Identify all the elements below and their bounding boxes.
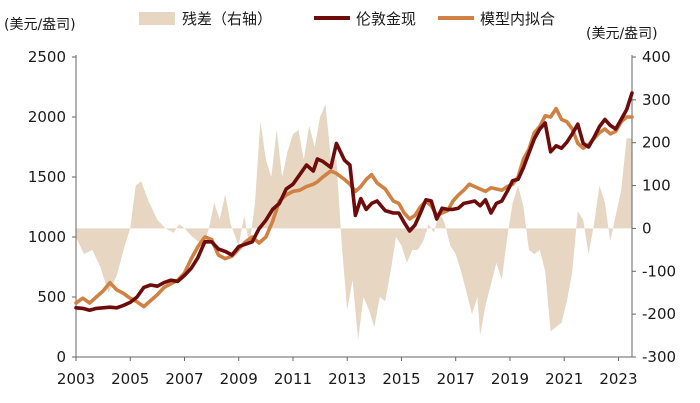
legend-label-fitted: 模型内拟合: [480, 10, 555, 28]
legend-label-residual: 残差（右轴）: [182, 10, 272, 28]
left-tick-label: 2500: [28, 48, 66, 66]
right-tick-label: 100: [642, 177, 671, 195]
x-tick-label: 2015: [382, 370, 420, 388]
right-tick-label: 400: [642, 48, 671, 66]
x-tick-label: 2013: [328, 370, 366, 388]
legend-label-actual: 伦敦金现: [356, 10, 416, 28]
residual-area-layer: [76, 104, 632, 340]
x-tick-label: 2021: [545, 370, 583, 388]
left-tick-label: 1000: [28, 228, 66, 246]
x-tick-label: 2009: [220, 370, 258, 388]
left-tick-label: 0: [56, 348, 66, 366]
x-tick-label: 2003: [57, 370, 95, 388]
x-tick-label: 2017: [437, 370, 475, 388]
left-tick-label: 1500: [28, 168, 66, 186]
left-axis-unit: (美元/盎司): [4, 17, 76, 33]
left-tick-label: 2000: [28, 108, 66, 126]
left-tick-label: 500: [37, 288, 66, 306]
tick-labels: 05001000150020002500-300-200-10001002003…: [28, 48, 676, 388]
right-tick-label: -300: [642, 348, 676, 366]
x-tick-label: 2011: [274, 370, 312, 388]
right-tick-label: -200: [642, 305, 676, 323]
right-tick-label: -100: [642, 262, 676, 280]
series-line-actual: [74, 91, 634, 312]
residual-area: [76, 104, 632, 340]
right-axis-unit: (美元/盎司): [586, 26, 658, 42]
x-tick-label: 2007: [165, 370, 203, 388]
series-lines: [74, 91, 634, 312]
axes: [72, 55, 636, 361]
legend: 残差（右轴） 伦敦金现 模型内拟合: [139, 10, 555, 28]
x-tick-label: 2023: [599, 370, 637, 388]
right-tick-label: 200: [642, 134, 671, 152]
x-tick-label: 2019: [491, 370, 529, 388]
x-tick-label: 2005: [111, 370, 149, 388]
right-tick-label: 300: [642, 91, 671, 109]
right-tick-label: 0: [642, 219, 652, 237]
legend-swatch-residual: [139, 12, 175, 25]
